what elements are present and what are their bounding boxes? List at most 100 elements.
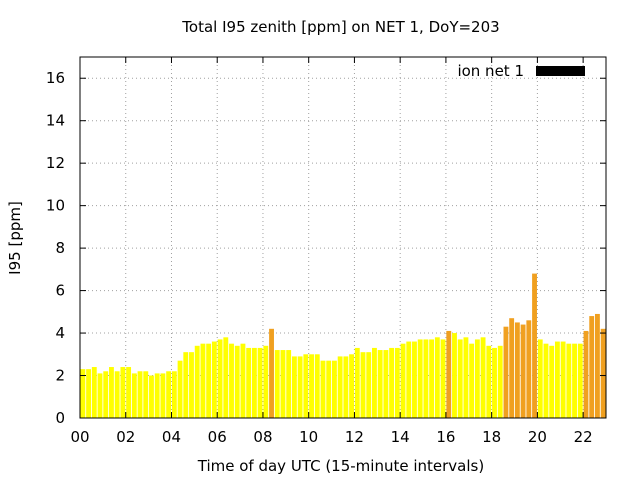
y-tick-label: 6 xyxy=(55,282,65,300)
bar xyxy=(86,369,92,418)
bar xyxy=(114,371,120,418)
bar xyxy=(109,367,114,418)
bar xyxy=(423,339,429,418)
bar xyxy=(440,339,446,418)
bar xyxy=(429,339,435,418)
bar xyxy=(526,320,532,418)
bar xyxy=(337,356,343,418)
bar xyxy=(549,345,555,418)
bar xyxy=(80,369,86,418)
bar xyxy=(497,345,503,418)
bar xyxy=(594,313,600,418)
legend-label: ion net 1 xyxy=(457,62,524,80)
bar xyxy=(280,350,286,418)
x-tick-label: 18 xyxy=(482,428,501,446)
y-tick-label: 4 xyxy=(55,324,65,342)
bar xyxy=(463,337,469,418)
bar xyxy=(217,339,223,418)
y-tick-label: 16 xyxy=(46,69,65,87)
bar xyxy=(452,333,457,418)
bar xyxy=(389,347,395,418)
bar xyxy=(206,343,212,418)
bar xyxy=(200,343,206,418)
bar xyxy=(131,373,137,418)
bar-series xyxy=(80,273,606,418)
bar xyxy=(480,337,486,418)
bar xyxy=(503,326,509,418)
bar xyxy=(303,354,309,418)
bar xyxy=(372,347,377,418)
y-tick-label: 0 xyxy=(55,409,65,427)
bar xyxy=(343,356,349,418)
y-tick-label: 10 xyxy=(46,197,65,215)
bar xyxy=(91,367,97,418)
bar xyxy=(492,347,497,418)
x-tick-label: 14 xyxy=(391,428,410,446)
bar xyxy=(514,322,520,418)
bar xyxy=(474,339,480,418)
bar xyxy=(583,330,589,418)
bar xyxy=(103,371,109,418)
bar xyxy=(291,356,297,418)
x-tick-label: 12 xyxy=(345,428,364,446)
grid-lines xyxy=(80,57,606,418)
y-tick-label: 8 xyxy=(55,239,65,257)
bar xyxy=(434,337,440,418)
bar xyxy=(326,360,332,418)
bar xyxy=(320,360,326,418)
x-tick-label: 22 xyxy=(574,428,593,446)
bar xyxy=(274,350,280,418)
bar xyxy=(246,347,252,418)
y-axis-title: I95 [ppm] xyxy=(6,201,24,275)
x-tick-label: 00 xyxy=(70,428,89,446)
bar xyxy=(160,373,166,418)
bar xyxy=(446,330,452,418)
bar xyxy=(412,341,417,418)
bar xyxy=(543,343,549,418)
bar xyxy=(560,341,566,418)
x-tick-label: 08 xyxy=(253,428,272,446)
bar xyxy=(120,367,126,418)
bar xyxy=(469,343,475,418)
bar xyxy=(223,337,229,418)
bar xyxy=(309,354,314,418)
bar xyxy=(297,356,303,418)
plot-frame xyxy=(79,56,607,419)
x-tick-label: 20 xyxy=(528,428,547,446)
bar xyxy=(554,341,560,418)
x-tick-label: 06 xyxy=(208,428,227,446)
bar xyxy=(566,343,572,418)
x-tick-labels: 00 02 04 06 08 10 12 14 16 18 20 22 xyxy=(70,428,592,446)
bar xyxy=(394,347,400,418)
bar xyxy=(520,324,526,418)
bar xyxy=(166,371,172,418)
bar xyxy=(257,347,263,418)
bar xyxy=(286,350,292,418)
bar xyxy=(360,352,366,418)
x-axis-title: Time of day UTC (15-minute intervals) xyxy=(197,457,484,475)
bar xyxy=(269,328,274,418)
bar xyxy=(229,343,234,418)
bar xyxy=(177,360,183,418)
axis-ticks xyxy=(79,57,606,419)
legend: ion net 1 xyxy=(457,62,585,80)
bar xyxy=(577,343,583,418)
bar xyxy=(149,375,154,418)
bar xyxy=(349,354,355,418)
y-tick-label: 2 xyxy=(55,367,65,385)
bar xyxy=(486,345,492,418)
bar xyxy=(406,341,412,418)
bar xyxy=(314,354,320,418)
chart-title: Total I95 zenith [ppm] on NET 1, DoY=203 xyxy=(181,18,499,36)
bar xyxy=(137,371,143,418)
bar xyxy=(194,345,200,418)
bar xyxy=(383,350,389,418)
legend-swatch xyxy=(536,66,585,76)
bar xyxy=(234,345,240,418)
bar xyxy=(331,360,337,418)
bar xyxy=(366,352,372,418)
bar xyxy=(400,343,406,418)
bar xyxy=(211,341,217,418)
x-tick-label: 16 xyxy=(436,428,455,446)
